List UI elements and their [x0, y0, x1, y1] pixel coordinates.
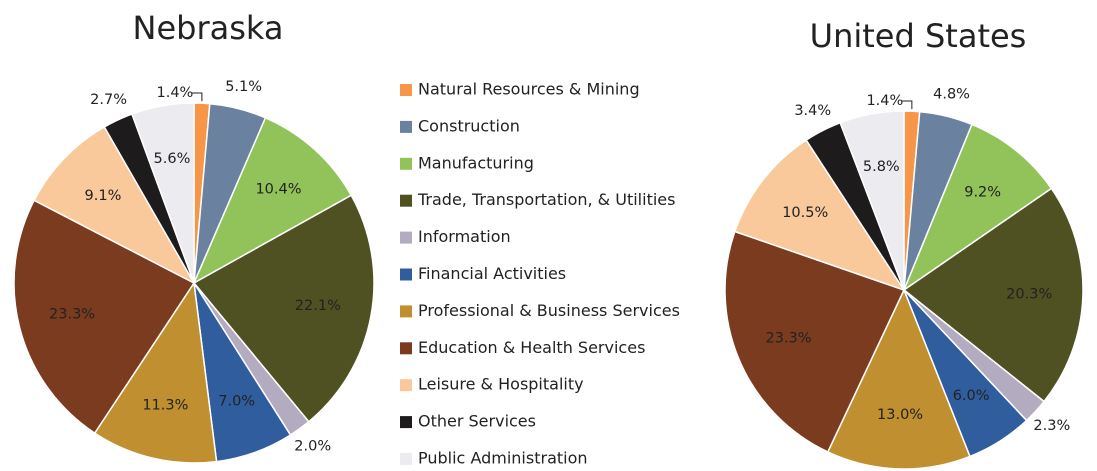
pie-slice: [826, 288, 971, 470]
legend-label: Public Administration: [418, 449, 588, 468]
data-label: 13.0%: [877, 407, 923, 423]
legend-label: Trade, Transportation, & Utilities: [417, 190, 675, 209]
data-label: 5.1%: [225, 79, 262, 95]
data-label: 1.4%: [156, 85, 193, 101]
pie-slice: [93, 280, 218, 464]
data-label: 5.8%: [863, 159, 900, 175]
legend-swatch: [400, 379, 412, 392]
data-label: 6.0%: [953, 388, 990, 404]
pie-slice: [13, 199, 196, 435]
data-label: 23.3%: [766, 331, 812, 347]
legend-swatch: [400, 305, 412, 318]
data-label: 1.4%: [866, 93, 903, 109]
legend-label: Other Services: [418, 412, 536, 431]
data-label: 5.6%: [154, 151, 191, 167]
legend-label: Professional & Business Services: [418, 301, 680, 320]
data-label: 20.3%: [1006, 286, 1052, 302]
legend-swatch: [400, 453, 412, 465]
data-label: 22.1%: [295, 298, 341, 314]
pie-slice: [902, 187, 1084, 403]
legend-label: Financial Activities: [418, 264, 566, 283]
pie-slice: [192, 116, 353, 285]
pie-slice: [902, 123, 1053, 293]
leader-line: [901, 100, 913, 110]
legend-swatch: [400, 416, 412, 429]
legend-label: Construction: [418, 116, 520, 135]
legend-label: Leisure & Hospitality: [418, 375, 584, 394]
data-label: 9.1%: [85, 188, 122, 204]
pie-slice: [33, 125, 196, 285]
data-label: 2.0%: [294, 438, 331, 454]
legend-swatch: [400, 120, 412, 133]
data-label: 9.2%: [964, 184, 1001, 200]
pie-slice: [733, 139, 906, 292]
data-label: 10.4%: [255, 182, 301, 198]
data-label: 10.5%: [782, 205, 828, 221]
legend-swatch: [400, 84, 412, 96]
legend-label: Manufacturing: [418, 153, 534, 172]
legend-label: Information: [418, 227, 511, 246]
legend-label: Education & Health Services: [418, 338, 645, 357]
leader-line: [191, 92, 203, 102]
pie-slice: [724, 230, 906, 453]
pie-slice: [839, 110, 905, 291]
pie-slice: [192, 194, 375, 423]
chart-title: United States: [810, 17, 1027, 55]
legend-swatch: [400, 157, 412, 170]
pie-slice: [131, 102, 195, 284]
legend-label: Natural Resources & Mining: [418, 80, 640, 99]
data-label: 11.3%: [142, 398, 188, 414]
data-label: 2.3%: [1033, 418, 1070, 434]
data-label: 23.3%: [49, 307, 95, 323]
data-label: 7.0%: [218, 394, 255, 410]
data-label: 3.4%: [794, 103, 831, 119]
legend-swatch: [400, 268, 412, 281]
chart-title: Nebraska: [133, 9, 284, 47]
data-label: 4.8%: [933, 87, 970, 103]
legend-swatch: [400, 231, 412, 244]
legend-swatch: [400, 194, 412, 207]
legend-swatch: [400, 342, 412, 355]
data-label: 2.7%: [90, 92, 127, 108]
